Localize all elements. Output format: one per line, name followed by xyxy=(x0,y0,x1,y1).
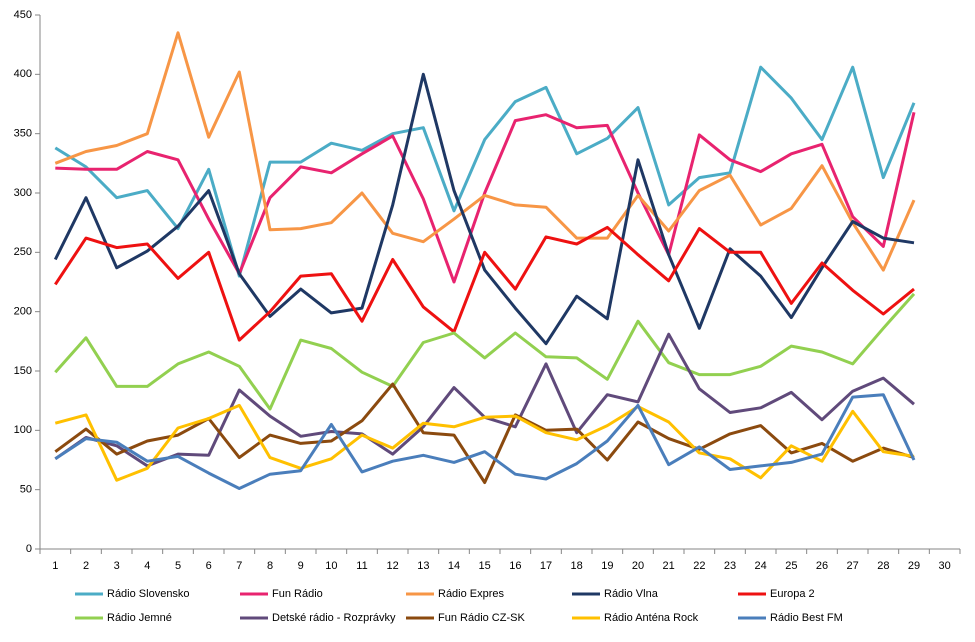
x-tick-label: 1 xyxy=(52,560,58,572)
x-tick-label: 28 xyxy=(877,560,889,572)
y-tick-label: 400 xyxy=(14,68,32,80)
legend-label: Detské rádio - Rozprávky xyxy=(272,612,396,624)
x-tick-label: 25 xyxy=(785,560,797,572)
y-tick-label: 50 xyxy=(20,484,32,496)
series-line xyxy=(54,393,916,490)
legend-label: Rádio Expres xyxy=(438,588,505,600)
x-tick-label: 26 xyxy=(816,560,828,572)
x-tick-label: 15 xyxy=(479,560,491,572)
y-tick-label: 0 xyxy=(26,543,32,555)
series-line xyxy=(53,72,915,346)
x-tick-label: 7 xyxy=(236,560,242,572)
x-tick-label: 13 xyxy=(417,560,429,572)
legend-label: Rádio Vlna xyxy=(604,588,659,600)
x-tick-label: 18 xyxy=(571,560,583,572)
legend-label: Rádio Best FM xyxy=(770,612,843,624)
y-tick-label: 150 xyxy=(14,365,32,377)
legend-label: Rádio Slovensko xyxy=(107,588,190,600)
legend-label: Rádio Anténa Rock xyxy=(604,612,699,624)
x-tick-label: 22 xyxy=(693,560,705,572)
x-tick-label: 19 xyxy=(601,560,613,572)
x-tick-label: 17 xyxy=(540,560,552,572)
x-tick-label: 9 xyxy=(298,560,304,572)
x-tick-label: 3 xyxy=(114,560,120,572)
series-line xyxy=(54,225,915,342)
x-tick-label: 14 xyxy=(448,560,460,572)
x-tick-label: 30 xyxy=(939,560,951,572)
series-line xyxy=(54,292,916,411)
y-tick-label: 450 xyxy=(14,9,32,21)
x-tick-label: 10 xyxy=(325,560,337,572)
series-line xyxy=(54,65,916,278)
y-tick-label: 250 xyxy=(14,246,32,258)
y-tick-label: 350 xyxy=(14,128,32,140)
x-tick-label: 24 xyxy=(755,560,767,572)
x-tick-label: 16 xyxy=(509,560,521,572)
x-tick-label: 5 xyxy=(175,560,181,572)
x-tick-label: 2 xyxy=(83,560,89,572)
x-tick-label: 29 xyxy=(908,560,920,572)
series-line xyxy=(54,31,916,272)
legend-label: Rádio Jemné xyxy=(107,612,172,624)
series-line xyxy=(54,403,915,482)
x-tick-label: 11 xyxy=(356,560,367,572)
x-tick-label: 20 xyxy=(632,560,644,572)
y-tick-label: 100 xyxy=(14,424,32,436)
series-line xyxy=(54,382,915,484)
x-tick-label: 21 xyxy=(663,560,675,572)
legend-label: Fun Rádio CZ-SK xyxy=(438,612,525,624)
legend-label: Fun Rádio xyxy=(272,588,323,600)
legend-label: Europa 2 xyxy=(770,588,815,600)
x-tick-label: 4 xyxy=(144,560,150,572)
x-tick-label: 12 xyxy=(387,560,399,572)
x-tick-label: 6 xyxy=(206,560,212,572)
x-tick-label: 23 xyxy=(724,560,736,572)
x-tick-label: 8 xyxy=(267,560,273,572)
series-line xyxy=(55,111,916,284)
y-tick-label: 200 xyxy=(14,306,32,318)
x-tick-label: 27 xyxy=(847,560,859,572)
y-tick-label: 300 xyxy=(14,187,32,199)
